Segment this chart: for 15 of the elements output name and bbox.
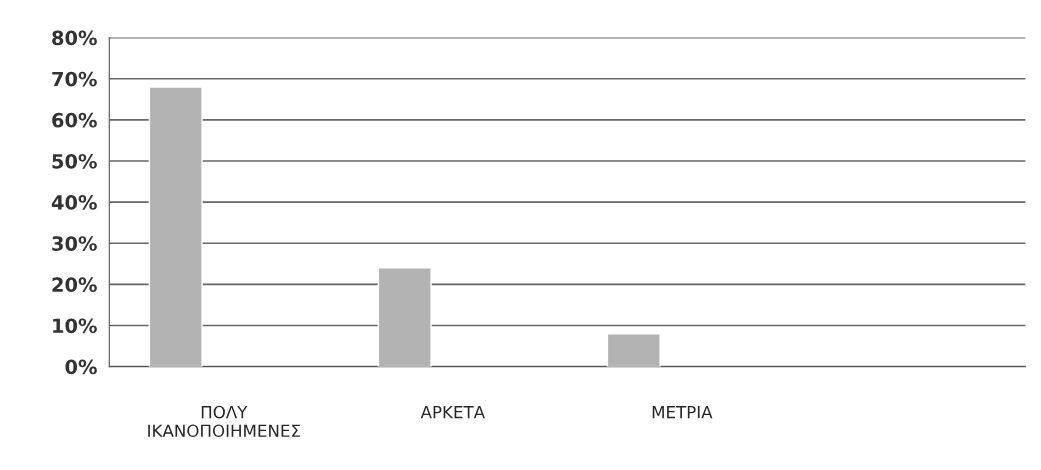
bar	[148, 86, 203, 367]
y-tick-label: 20%	[52, 277, 97, 293]
bar	[377, 267, 432, 367]
y-tick-label: 50%	[52, 153, 97, 169]
bar	[606, 333, 661, 367]
y-tick-label: 80%	[52, 30, 97, 46]
y-tick-label: 70%	[52, 71, 97, 87]
y-tick-label: 10%	[53, 318, 97, 334]
y-tick-label: 40%	[51, 195, 97, 210]
x-tick-label: ΑΡΚΕΤΑ	[420, 406, 485, 419]
y-tick-label: 0%	[65, 359, 97, 375]
x-tick-label: ΠΟΛΥ ΙΚΑΝΟΠΟΙΗΜΕΝΕΣ	[148, 405, 300, 438]
y-tick-label: 60%	[52, 112, 97, 128]
y-tick-label: 30%	[52, 236, 97, 251]
x-tick-label: ΜΕΤΡΙΑ	[652, 406, 713, 419]
